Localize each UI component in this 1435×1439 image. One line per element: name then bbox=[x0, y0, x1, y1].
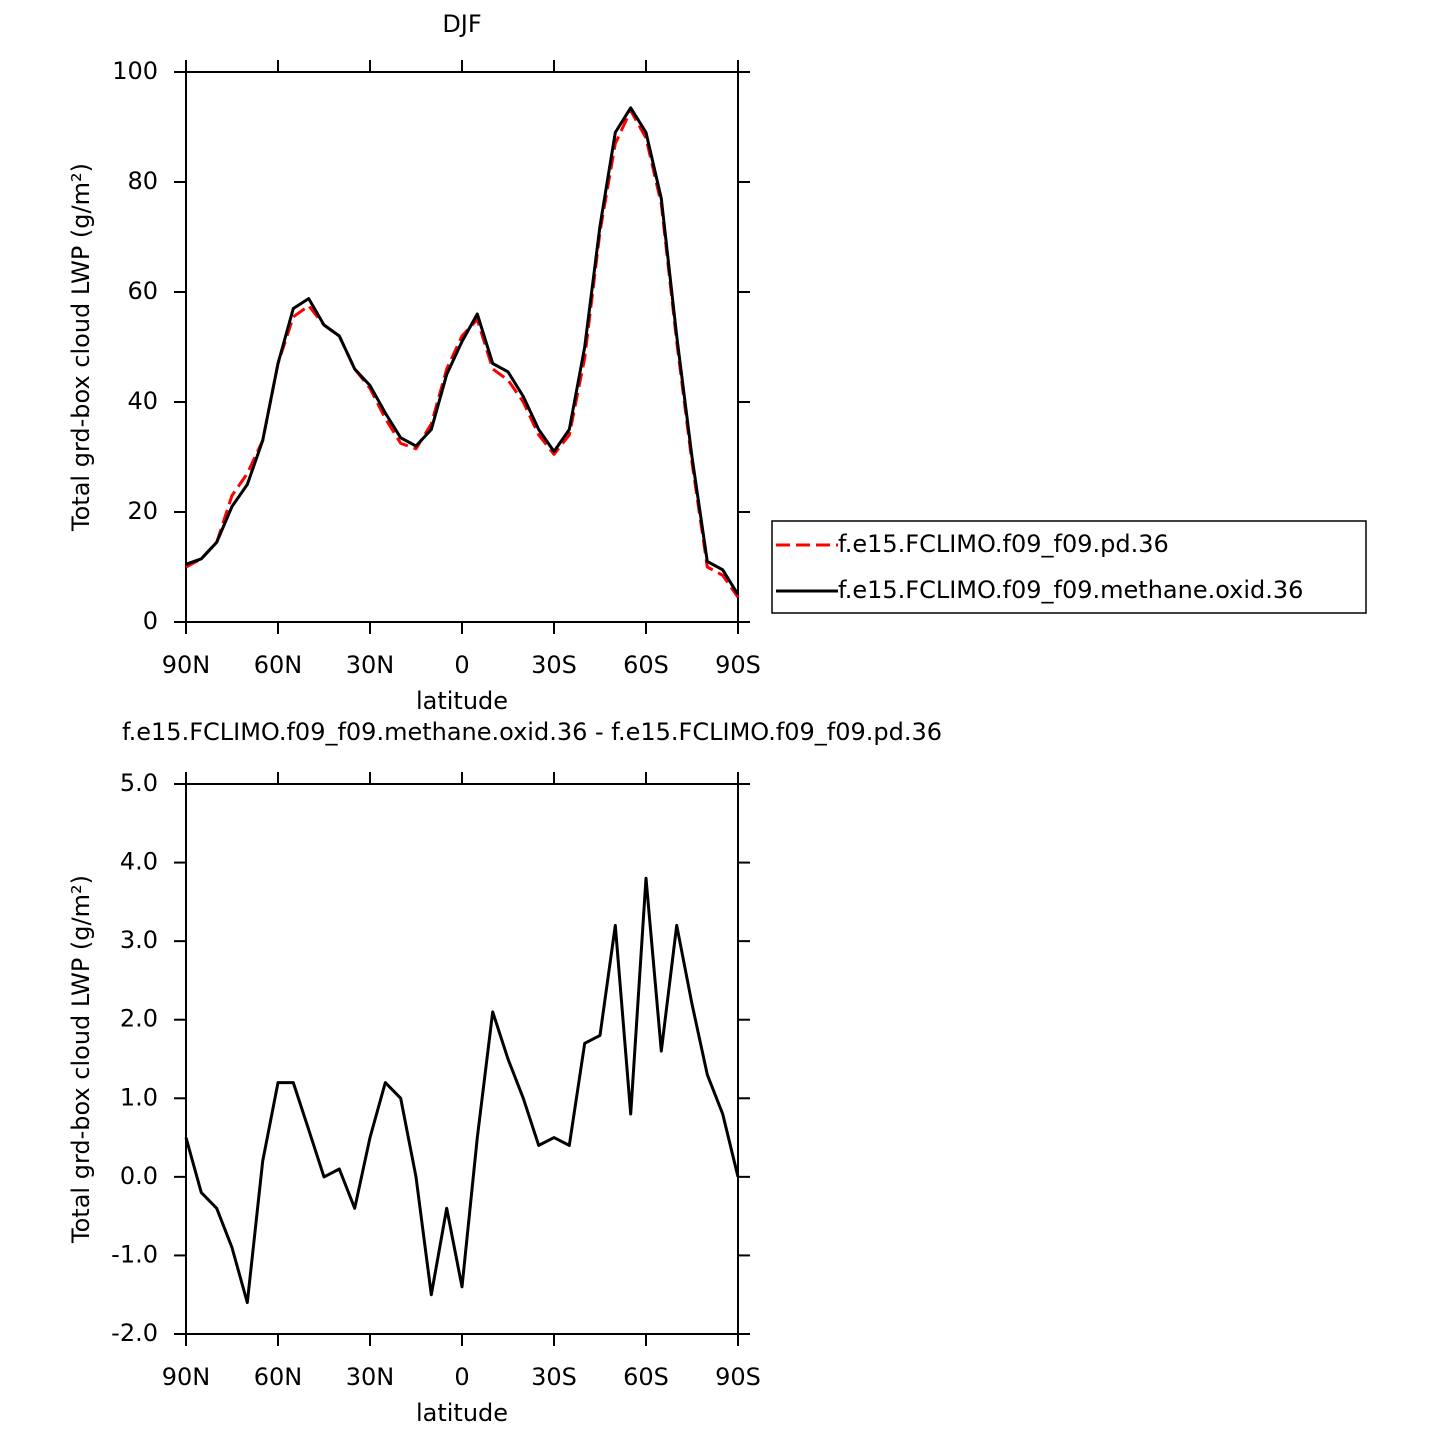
y-tick-label: 4.0 bbox=[120, 848, 158, 876]
data-line bbox=[185, 106, 740, 596]
legend-label: f.e15.FCLIMO.f09_f09.methane.oxid.36 bbox=[838, 576, 1303, 604]
y-tick-label: 60 bbox=[127, 277, 158, 305]
y-tick-label: 0.0 bbox=[120, 1162, 158, 1190]
x-tick-label: 90S bbox=[715, 1363, 761, 1391]
x-tick-label: 0 bbox=[454, 651, 469, 679]
x-tick-label: 90N bbox=[162, 651, 211, 679]
y-tick-label: 5.0 bbox=[120, 769, 158, 797]
x-tick-label: 60S bbox=[623, 1363, 669, 1391]
x-tick-label: 30N bbox=[346, 651, 395, 679]
plot-frame bbox=[185, 71, 739, 623]
x-axis-label: latitude bbox=[416, 687, 508, 715]
x-tick-label: 90S bbox=[715, 651, 761, 679]
y-axis-label: Total grd-box cloud LWP (g/m²) bbox=[67, 163, 95, 532]
x-tick-label: 30S bbox=[531, 1363, 577, 1391]
x-tick-label: 30N bbox=[346, 1363, 395, 1391]
x-axis-label: latitude bbox=[416, 1399, 508, 1427]
x-tick-label: 90N bbox=[162, 1363, 211, 1391]
legend-label: f.e15.FCLIMO.f09_f09.pd.36 bbox=[838, 530, 1169, 558]
y-tick-label: 0 bbox=[143, 607, 158, 635]
plot-frame bbox=[185, 783, 739, 1335]
y-axis-label: Total grd-box cloud LWP (g/m²) bbox=[67, 875, 95, 1244]
chart-title: f.e15.FCLIMO.f09_f09.methane.oxid.36 - f… bbox=[122, 718, 942, 746]
y-tick-label: 3.0 bbox=[120, 926, 158, 954]
x-tick-label: 60N bbox=[254, 1363, 303, 1391]
y-tick-label: 1.0 bbox=[120, 1083, 158, 1111]
y-tick-label: 100 bbox=[112, 57, 158, 85]
y-tick-label: 40 bbox=[127, 387, 158, 415]
x-tick-label: 60S bbox=[623, 651, 669, 679]
legend-box bbox=[771, 520, 1367, 614]
x-tick-label: 30S bbox=[531, 651, 577, 679]
y-tick-label: -1.0 bbox=[111, 1240, 158, 1268]
y-tick-label: 20 bbox=[127, 497, 158, 525]
x-tick-label: 60N bbox=[254, 651, 303, 679]
data-line bbox=[185, 109, 740, 599]
y-tick-label: 80 bbox=[127, 167, 158, 195]
data-line bbox=[184, 876, 740, 1305]
y-tick-label: 2.0 bbox=[120, 1005, 158, 1033]
y-tick-label: -2.0 bbox=[111, 1319, 158, 1347]
chart-title: DJF bbox=[442, 10, 481, 38]
x-tick-label: 0 bbox=[454, 1363, 469, 1391]
